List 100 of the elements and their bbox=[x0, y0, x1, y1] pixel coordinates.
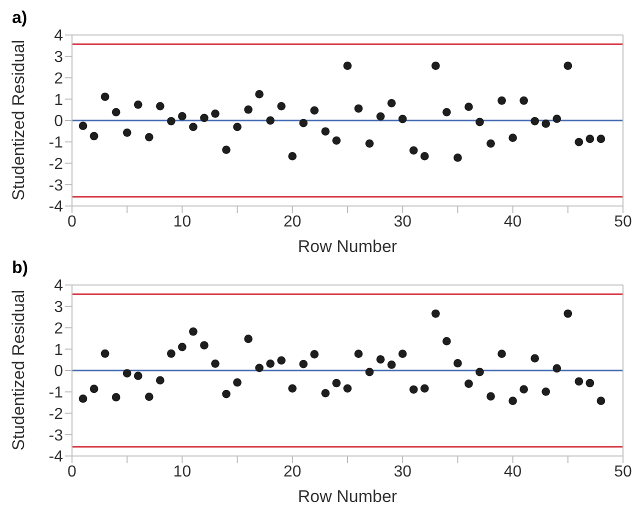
point bbox=[464, 102, 473, 112]
y-tick-label: 0 bbox=[54, 363, 64, 380]
point bbox=[156, 102, 164, 110]
x-tick-label: 10 bbox=[173, 213, 192, 230]
point bbox=[200, 114, 208, 122]
point bbox=[354, 104, 363, 113]
point bbox=[321, 127, 330, 136]
point bbox=[498, 96, 506, 105]
point bbox=[431, 62, 440, 70]
point bbox=[376, 355, 385, 364]
x-tick-label: 10 bbox=[173, 463, 192, 480]
point bbox=[596, 396, 606, 406]
point bbox=[78, 122, 88, 130]
point bbox=[166, 116, 176, 126]
point bbox=[508, 396, 517, 406]
point bbox=[542, 120, 550, 128]
y-tick-label: 1 bbox=[54, 92, 64, 109]
point bbox=[134, 100, 142, 109]
point bbox=[476, 368, 484, 376]
point bbox=[189, 327, 198, 336]
y-tick-label: 4 bbox=[54, 278, 64, 295]
y-tick-label: 4 bbox=[54, 28, 64, 45]
point bbox=[321, 388, 330, 398]
point bbox=[112, 393, 120, 402]
point bbox=[222, 146, 230, 154]
point bbox=[530, 354, 540, 363]
point bbox=[122, 369, 132, 378]
point bbox=[464, 380, 473, 388]
point bbox=[122, 128, 132, 137]
y-tick-label: -4 bbox=[48, 448, 64, 466]
x-tick-label: 20 bbox=[284, 463, 302, 480]
point bbox=[454, 153, 462, 162]
point bbox=[189, 122, 198, 132]
x-axis-title: Row Number bbox=[298, 487, 398, 506]
point bbox=[564, 309, 572, 318]
x-tick-label: 40 bbox=[504, 463, 522, 480]
point bbox=[332, 136, 341, 145]
point bbox=[552, 364, 562, 373]
point bbox=[542, 387, 550, 396]
point bbox=[244, 334, 253, 344]
point bbox=[156, 376, 164, 385]
y-tick-label: 2 bbox=[54, 320, 64, 338]
x-tick-label: 50 bbox=[614, 463, 632, 480]
y-tick-label: -1 bbox=[48, 384, 64, 402]
y-tick-label: -2 bbox=[48, 156, 64, 173]
y-tick-label: 3 bbox=[54, 299, 64, 316]
point bbox=[486, 392, 495, 401]
point bbox=[233, 378, 242, 387]
point bbox=[255, 364, 264, 372]
point bbox=[112, 108, 120, 116]
x-tick-label: 20 bbox=[284, 213, 302, 230]
point bbox=[476, 118, 484, 126]
point bbox=[409, 146, 418, 155]
point bbox=[144, 392, 154, 401]
point bbox=[178, 342, 186, 352]
point bbox=[574, 377, 584, 386]
point bbox=[100, 92, 110, 101]
x-tick-label: 30 bbox=[394, 213, 412, 230]
point bbox=[90, 384, 98, 394]
point bbox=[486, 139, 495, 148]
x-tick-label: 0 bbox=[68, 463, 77, 480]
point bbox=[200, 341, 208, 350]
y-tick-label: -1 bbox=[48, 134, 64, 152]
y-tick-label: 0 bbox=[54, 113, 64, 130]
y-tick-label: -4 bbox=[48, 198, 64, 216]
point bbox=[387, 98, 396, 108]
point bbox=[266, 116, 275, 125]
point bbox=[420, 384, 429, 393]
x-tick-label: 0 bbox=[68, 213, 77, 230]
point bbox=[454, 359, 462, 368]
point bbox=[288, 152, 297, 160]
x-tick-label: 50 bbox=[614, 213, 632, 230]
x-tick-label: 30 bbox=[394, 463, 412, 480]
x-tick-label: 40 bbox=[504, 213, 522, 230]
point bbox=[574, 138, 584, 146]
point bbox=[365, 139, 374, 148]
point bbox=[520, 96, 528, 105]
y-tick-label: -3 bbox=[48, 427, 64, 444]
point bbox=[530, 116, 540, 126]
point bbox=[299, 118, 308, 128]
y-axis-title: Studentized Residual bbox=[9, 290, 28, 450]
point bbox=[244, 105, 253, 114]
point bbox=[376, 112, 385, 121]
point bbox=[498, 350, 506, 358]
x-axis-title: Row Number bbox=[298, 237, 398, 256]
point bbox=[343, 62, 352, 70]
point bbox=[442, 337, 451, 346]
point bbox=[78, 394, 88, 403]
point bbox=[222, 390, 230, 398]
y-tick-label: 2 bbox=[54, 70, 64, 88]
y-tick-label: -3 bbox=[48, 177, 64, 194]
point bbox=[266, 359, 275, 368]
point bbox=[332, 378, 341, 388]
point bbox=[343, 384, 352, 393]
point bbox=[310, 106, 319, 115]
point bbox=[586, 134, 594, 144]
y-tick-label: 1 bbox=[54, 342, 64, 359]
point bbox=[100, 349, 110, 358]
point bbox=[354, 350, 363, 358]
point bbox=[387, 360, 396, 369]
